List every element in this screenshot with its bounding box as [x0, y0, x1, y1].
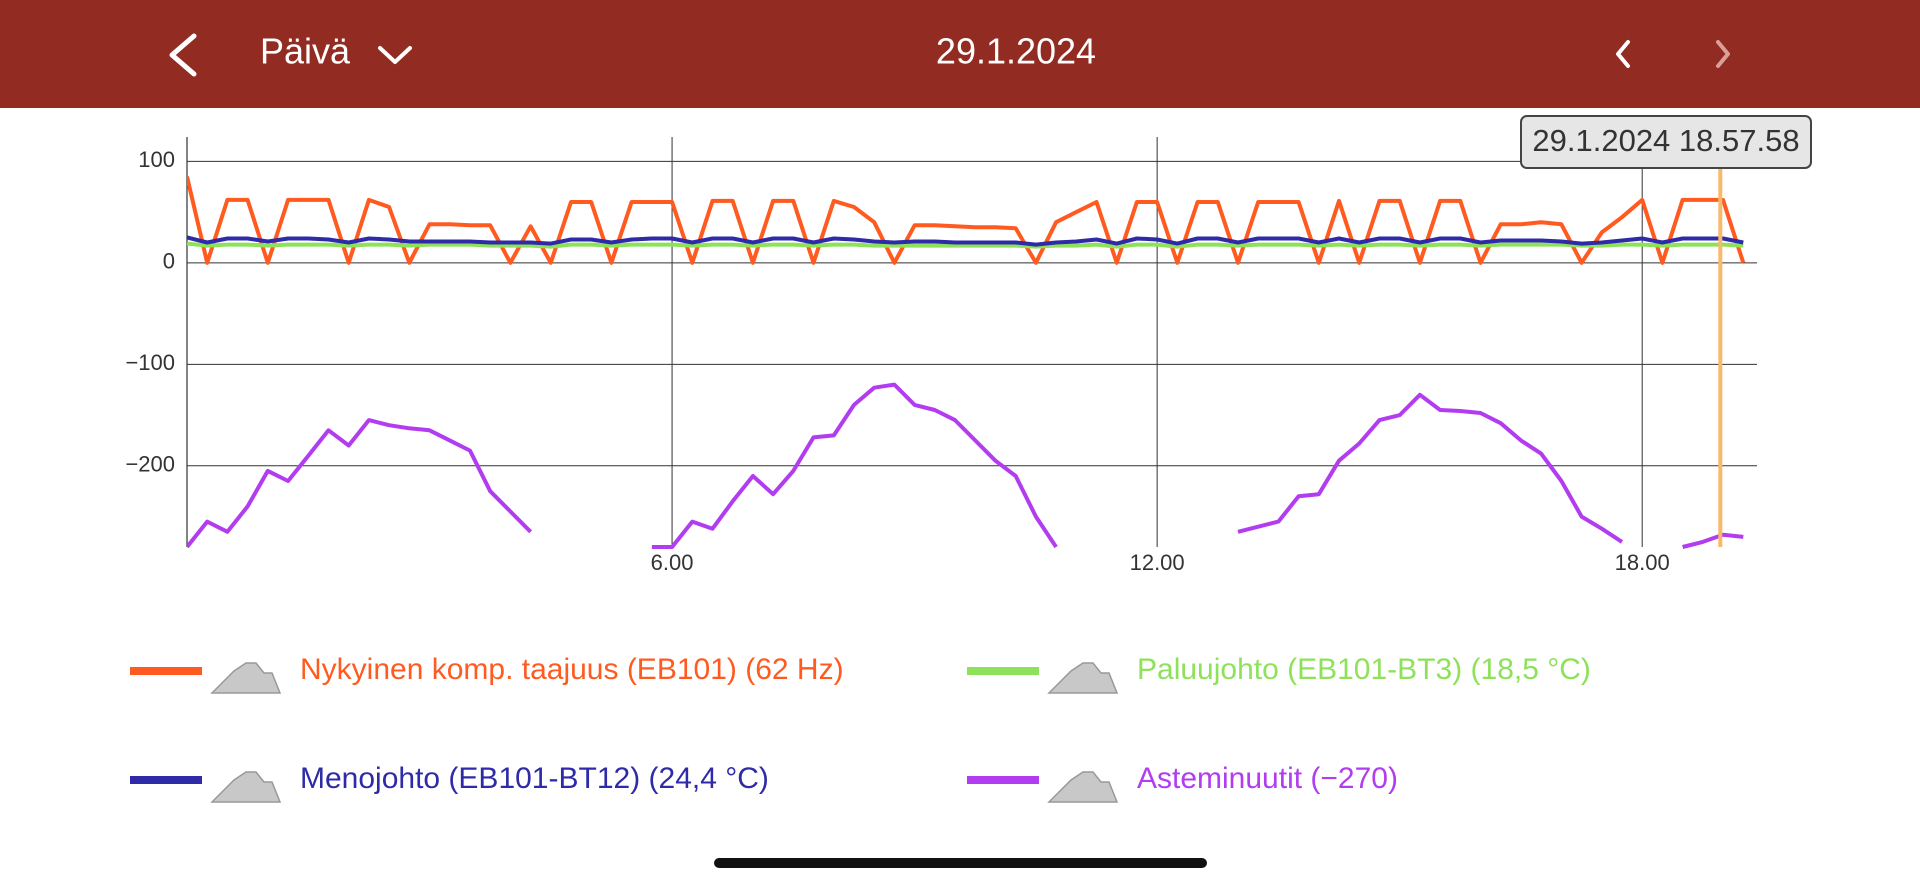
legend-label: Nykyinen komp. taajuus (EB101) (62 Hz): [300, 653, 844, 686]
y-tick-label: 0: [163, 249, 175, 274]
date-title: 29.1.2024: [936, 31, 1096, 72]
legend-area-toggle[interactable]: [1047, 771, 1119, 803]
x-tick-label: 12.00: [1130, 550, 1185, 575]
cursor-tooltip: [1520, 115, 1812, 169]
legend-area-toggle[interactable]: [210, 771, 282, 803]
period-dropdown[interactable]: [378, 46, 412, 64]
series-line: [187, 176, 1746, 265]
y-tick-label: −100: [125, 350, 175, 375]
home-indicator: [714, 858, 1207, 868]
legend: Nykyinen komp. taajuus (EB101) (62 Hz) Pa…: [130, 653, 1591, 803]
series-line: [187, 235, 1744, 247]
legend-label: Menojohto (EB101-BT12) (24,4 °C): [300, 762, 769, 795]
header-bar: [0, 0, 1920, 108]
chart: 100 0 −100 −200 6.00 12.00 18.00 29.1.2024 18.5…: [125, 115, 1812, 575]
legend-area-toggle[interactable]: [1047, 662, 1119, 694]
series-line: [187, 241, 1744, 249]
legend-label: Paluujohto (EB101-BT3) (18,5 °C): [1137, 653, 1591, 686]
legend-label: Asteminuutit (−270): [1137, 762, 1398, 795]
x-tick-label: 6.00: [651, 550, 694, 575]
y-tick-label: 100: [138, 147, 175, 172]
back-button[interactable]: [169, 33, 197, 77]
series-line: [187, 382, 1744, 549]
prev-day[interactable]: [1616, 40, 1630, 68]
period-selector[interactable]: Päivä: [260, 31, 351, 72]
y-tick-label: −200: [125, 452, 175, 477]
next-day: [1716, 40, 1730, 68]
x-tick-label: 18.00: [1615, 550, 1670, 575]
cursor-label: 29.1.2024 18.57.58: [1532, 123, 1799, 158]
legend-area-toggle[interactable]: [210, 662, 282, 694]
